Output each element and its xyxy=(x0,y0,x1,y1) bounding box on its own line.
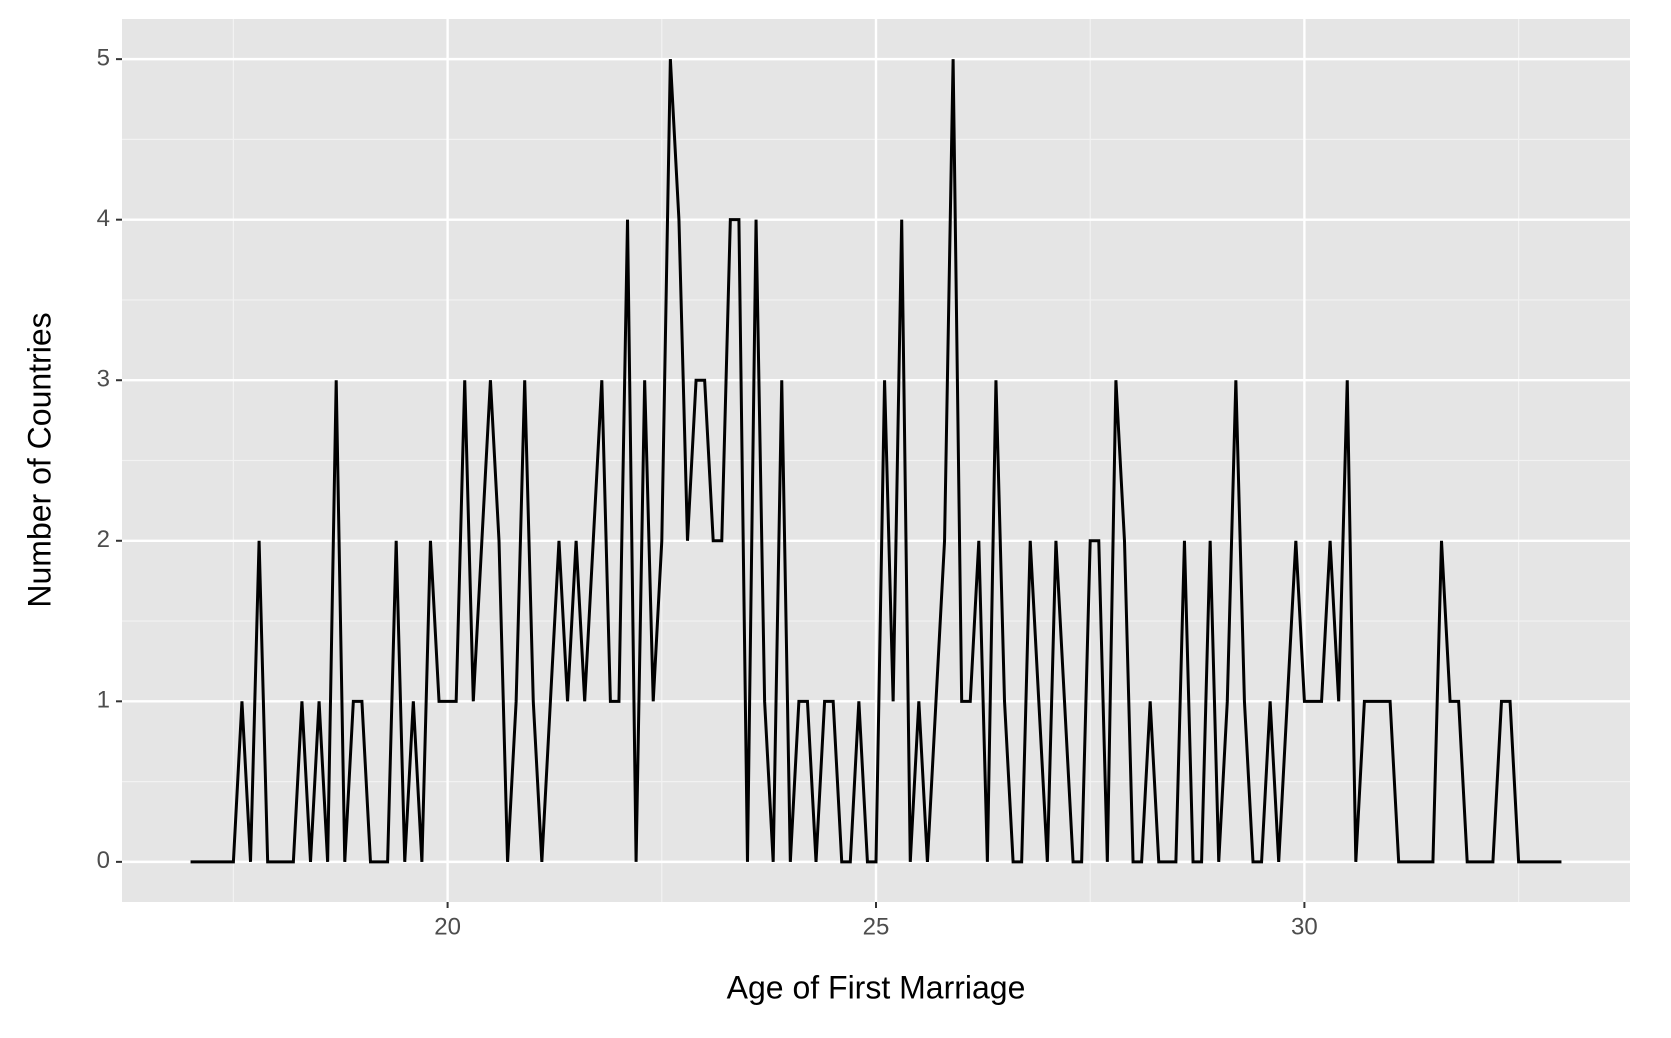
x-tick-label: 20 xyxy=(434,913,461,940)
x-axis-title: Age of First Marriage xyxy=(727,969,1026,1005)
line xyxy=(190,59,1562,864)
y-tick-label: 3 xyxy=(97,366,110,393)
y-tick-label: 5 xyxy=(97,44,110,71)
marks xyxy=(190,59,1562,864)
y-tick-label: 2 xyxy=(97,526,110,553)
y-tick-label: 4 xyxy=(97,205,110,232)
x-tick-label: 25 xyxy=(863,913,890,940)
x-tick-label: 30 xyxy=(1291,913,1318,940)
y-axis-title: Number of Countries xyxy=(21,312,57,607)
y-tick-label: 1 xyxy=(97,687,110,714)
y-tick-label: 0 xyxy=(97,847,110,874)
